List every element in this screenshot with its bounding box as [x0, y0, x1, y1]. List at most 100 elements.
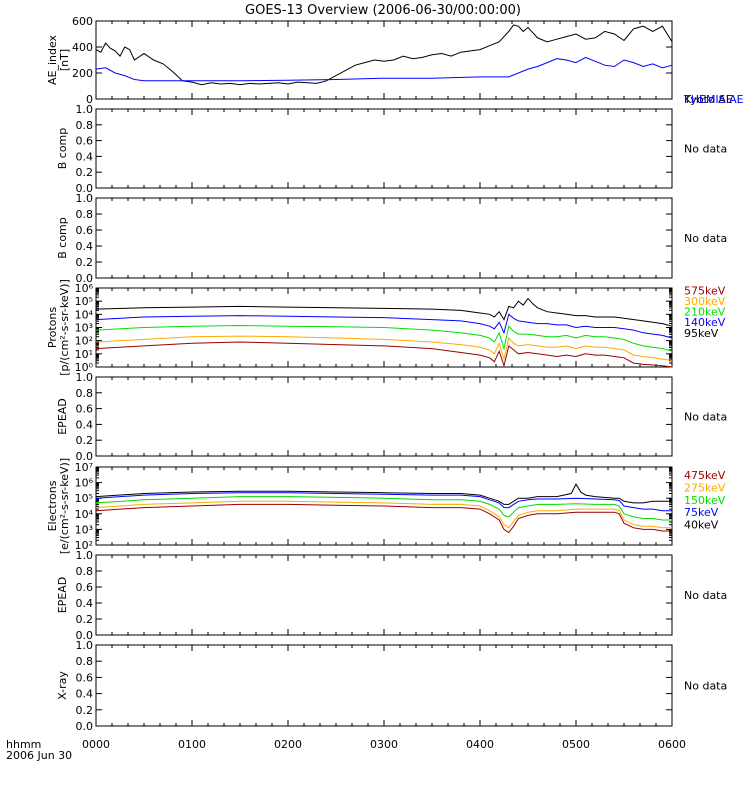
y-tick-label: 0.0 [76, 272, 94, 285]
legend-label: 40keV [684, 519, 719, 532]
legend-label: Kyoto AE [684, 93, 733, 106]
y-tick-label: 10⁵ [75, 295, 93, 308]
y-tick-label: 1.0 [76, 371, 94, 384]
y-tick-label: 0.2 [76, 256, 94, 269]
y-tick-label: 10⁶ [75, 282, 94, 295]
y-axis-unit: [e/(cm²-s-sr-keV)] [58, 458, 71, 554]
legend-label: 95keV [684, 327, 719, 340]
panel-5: 0.0 0.2 0.4 0.6 0.8 1.0 EPEAD No data [56, 371, 727, 463]
panel-frame [95, 554, 673, 636]
y-tick-label: 400 [72, 41, 93, 54]
x-tick-label: 0600 [658, 738, 686, 751]
no-data-note: No data [684, 143, 727, 156]
series-line [95, 324, 673, 352]
y-tick-label: 1.0 [76, 103, 94, 116]
legend-label: 275keV [684, 481, 726, 494]
y-tick-label: 10¹ [75, 348, 93, 361]
y-tick-label: 10⁰ [75, 361, 94, 374]
legend-label: THEMIS AE [683, 93, 744, 106]
panel-8: 0.0 0.2 0.4 0.6 0.8 1.0 X-ray No data [56, 639, 727, 733]
y-axis-label: B comp [56, 128, 69, 170]
y-tick-label: 1.0 [76, 549, 94, 562]
panel-2: 0.0 0.2 0.4 0.6 0.8 1.0 B comp No data [56, 103, 727, 195]
series-line [95, 335, 673, 362]
legend-label: 300keV [684, 295, 726, 308]
footer-date-label: 2006 Jun 30 [6, 749, 72, 762]
y-tick-label: 1.0 [76, 639, 94, 652]
y-tick-label: 10³ [75, 322, 93, 335]
y-tick-label: 10⁷ [75, 461, 93, 474]
y-tick-label: 200 [72, 67, 93, 80]
x-tick-label: 0100 [178, 738, 206, 751]
y-tick-label: 0.0 [76, 450, 94, 463]
y-axis-label: Electrons [46, 480, 59, 531]
y-tick-label: 0.2 [76, 704, 94, 717]
series-line [95, 492, 672, 512]
y-tick-label: 0.4 [76, 688, 94, 701]
y-tick-label: 0.8 [76, 565, 94, 578]
series-line [95, 483, 672, 505]
y-tick-label: 0.4 [76, 597, 94, 610]
series-line [95, 24, 673, 86]
panel-6: 10² 10³ 10⁴ 10⁵ 10⁶ 10⁷ Electrons [e/(cm²-s-sr-… [46, 458, 726, 554]
y-tick-label: 0.8 [76, 387, 94, 400]
y-axis-label: EPEAD [56, 398, 69, 435]
y-tick-label: 0.0 [76, 629, 94, 642]
y-tick-label: 0.6 [76, 671, 94, 684]
y-tick-label: 0.2 [76, 434, 94, 447]
y-tick-label: 0.4 [76, 418, 94, 431]
legend-label: 575keV [684, 285, 726, 298]
x-tick-label: 0200 [274, 738, 302, 751]
panel-7: 0.0 0.2 0.4 0.6 0.8 1.0 EPEAD No data [56, 549, 727, 642]
y-tick-label: 1.0 [76, 192, 94, 205]
y-tick-label: 0.6 [76, 403, 94, 416]
legend-label: 475keV [684, 469, 726, 482]
series-line [95, 500, 672, 529]
series-line [95, 297, 673, 327]
panel-frame [95, 644, 673, 727]
series-line [95, 496, 672, 521]
y-tick-label: 10⁵ [75, 492, 93, 505]
legend-label: 210keV [684, 306, 726, 319]
panel-frame [95, 376, 673, 457]
legend-label: 140keV [684, 316, 726, 329]
y-tick-label: 0.0 [76, 182, 94, 195]
legend-label: 150keV [684, 494, 726, 507]
y-axis-unit: [p/(cm²-s-sr-keV)] [58, 279, 71, 376]
y-tick-label: 0.8 [76, 208, 94, 221]
y-axis-unit: [nT] [58, 49, 71, 71]
y-tick-label: 0.6 [76, 224, 94, 237]
y-tick-label: 10³ [75, 523, 93, 536]
legend-label: 75keV [684, 506, 719, 519]
y-tick-label: 0.6 [76, 581, 94, 594]
y-tick-label: 0.2 [76, 166, 94, 179]
series-line [95, 313, 673, 339]
series-line [95, 56, 673, 82]
y-tick-label: 600 [72, 15, 93, 28]
y-tick-label: 0.8 [76, 655, 94, 668]
y-axis-label: AE_index [46, 34, 59, 85]
y-tick-label: 10⁶ [75, 477, 94, 490]
y-axis-label: B comp [56, 217, 69, 259]
series-line [95, 341, 673, 368]
y-tick-label: 0.2 [76, 613, 94, 626]
panel-frame [95, 197, 673, 279]
x-tick-label: 0000 [82, 738, 110, 751]
x-tick-label: 0300 [370, 738, 398, 751]
y-tick-label: 0.8 [76, 119, 94, 132]
y-tick-label: 10² [75, 539, 93, 552]
x-tick-label: 0400 [466, 738, 494, 751]
y-tick-label: 10⁴ [75, 508, 94, 521]
footer-time-label: hhmm [6, 738, 41, 751]
y-axis-label: EPEAD [56, 577, 69, 614]
no-data-note: No data [684, 411, 727, 424]
no-data-note: No data [684, 232, 727, 245]
x-tick-label: 0500 [562, 738, 590, 751]
y-tick-label: 10² [75, 335, 93, 348]
panel-3: 0.0 0.2 0.4 0.6 0.8 1.0 B comp No data [56, 192, 727, 285]
no-data-note: No data [684, 589, 727, 602]
y-tick-label: 0.4 [76, 150, 94, 163]
series-line [95, 503, 672, 534]
